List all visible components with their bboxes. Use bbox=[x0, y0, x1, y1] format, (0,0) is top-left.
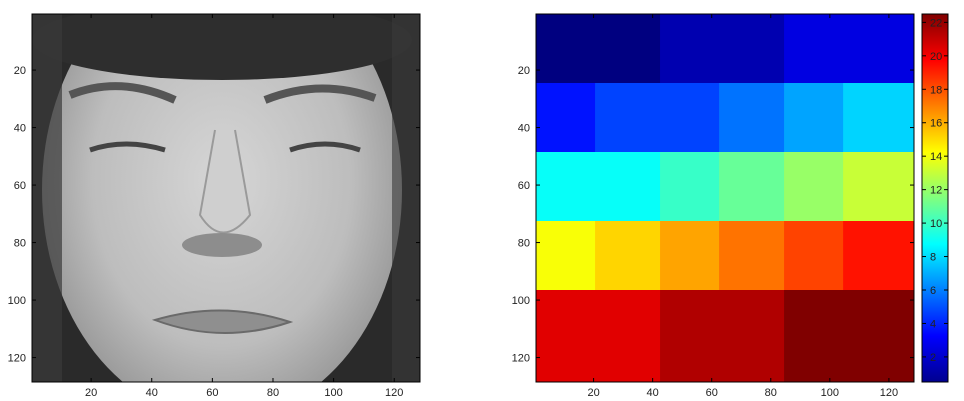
heatmap-cell bbox=[719, 152, 785, 222]
colorbar-axes: 22 20 18 16 14 12 10 8 6 4 2 bbox=[922, 17, 948, 364]
colorbar-tick-label: 10 bbox=[930, 218, 942, 230]
left-eye bbox=[89, 141, 166, 153]
face-x-tick-label: 100 bbox=[324, 387, 342, 399]
heatmap-cell bbox=[595, 221, 661, 291]
heatmap-cell bbox=[784, 152, 844, 222]
heatmap-cell bbox=[784, 83, 844, 153]
colorbar-tick-label: 16 bbox=[930, 118, 942, 130]
nostrils bbox=[182, 233, 262, 257]
colorbar-tick-label: 20 bbox=[930, 51, 942, 63]
heatmap-cell bbox=[660, 152, 720, 222]
heatmap-y-tick-label: 120 bbox=[512, 353, 530, 365]
heatmap-cell bbox=[536, 290, 596, 383]
face-y-tick-label: 40 bbox=[14, 123, 26, 135]
face-image-panel bbox=[32, 14, 420, 382]
face-x-tick-label: 60 bbox=[206, 387, 218, 399]
heatmap-x-tick-label: 80 bbox=[765, 387, 777, 399]
colorbar-tick-label: 18 bbox=[930, 84, 942, 96]
face-x-tick-label: 80 bbox=[267, 387, 279, 399]
heatmap-cell bbox=[719, 221, 785, 291]
colorbar-tick-label: 22 bbox=[930, 17, 942, 29]
heatmap-cell bbox=[719, 83, 785, 153]
heatmap-cell bbox=[595, 83, 661, 153]
face-x-tick-label: 120 bbox=[385, 387, 403, 399]
colorbar bbox=[921, 13, 949, 383]
face-y-tick-label: 120 bbox=[8, 353, 26, 365]
heatmap-cell bbox=[660, 14, 720, 84]
heatmap-y-tick-label: 40 bbox=[518, 123, 530, 135]
heatmap-axes: 20 40 60 80 100 120 20 40 60 80 100 120 bbox=[512, 14, 914, 399]
heatmap-cell bbox=[843, 290, 915, 383]
heatmap-cell bbox=[536, 14, 596, 84]
heatmap-cell bbox=[719, 290, 785, 383]
heatmap-cell bbox=[595, 14, 661, 84]
heatmap-x-tick-label: 60 bbox=[706, 387, 718, 399]
heatmap-cell bbox=[719, 14, 785, 84]
nose bbox=[198, 129, 252, 234]
colorbar-tick-label: 4 bbox=[930, 318, 936, 330]
face-axes: 20 40 60 80 100 120 20 40 60 80 100 120 bbox=[8, 14, 420, 399]
heatmap-cell bbox=[843, 83, 915, 153]
heatmap-cell bbox=[660, 290, 720, 383]
heatmap-cell bbox=[595, 152, 661, 222]
heatmap-cell bbox=[784, 14, 844, 84]
colorbar-tick-label: 12 bbox=[930, 185, 942, 197]
face-x-tick-label: 20 bbox=[85, 387, 97, 399]
heatmap-x-tick-label: 20 bbox=[587, 387, 599, 399]
heatmap-cell bbox=[784, 290, 844, 383]
heatmap-cell bbox=[536, 83, 596, 153]
heatmap-cell bbox=[595, 290, 661, 383]
heatmap-cells bbox=[536, 14, 915, 383]
hair bbox=[32, 14, 412, 80]
heatmap-y-tick-label: 80 bbox=[518, 238, 530, 250]
heatmap-x-tick-label: 100 bbox=[821, 387, 839, 399]
colorbar-tick-label: 8 bbox=[930, 252, 936, 264]
heatmap-cell bbox=[843, 152, 915, 222]
heatmap-cell bbox=[536, 221, 596, 291]
right-eye bbox=[289, 141, 361, 153]
face-y-tick-label: 60 bbox=[14, 180, 26, 192]
heatmap-axes-frame bbox=[535, 13, 915, 383]
heatmap-cell bbox=[843, 221, 915, 291]
heatmap-cell bbox=[660, 221, 720, 291]
face-x-tick-label: 40 bbox=[146, 387, 158, 399]
heatmap-y-tick-label: 20 bbox=[518, 65, 530, 77]
heatmap-y-tick-label: 100 bbox=[512, 295, 530, 307]
colorbar-tick-label: 2 bbox=[930, 352, 936, 364]
heatmap-x-tick-label: 120 bbox=[880, 387, 898, 399]
heatmap-y-tick-label: 60 bbox=[518, 180, 530, 192]
colorbar-tick-label: 6 bbox=[930, 285, 936, 297]
heatmap-cell bbox=[536, 152, 596, 222]
heatmap-cell bbox=[843, 14, 915, 84]
mouth bbox=[151, 309, 294, 334]
heatmap-cell bbox=[784, 221, 844, 291]
left-eyebrow bbox=[68, 82, 177, 104]
heatmap-cell bbox=[660, 83, 720, 153]
heatmap-x-tick-label: 40 bbox=[647, 387, 659, 399]
colorbar-tick-label: 14 bbox=[930, 151, 942, 163]
face-axes-frame bbox=[31, 13, 421, 383]
left-shadow bbox=[32, 14, 62, 382]
right-shadow bbox=[392, 14, 420, 382]
face-y-tick-label: 100 bbox=[8, 295, 26, 307]
face-y-tick-label: 80 bbox=[14, 238, 26, 250]
right-eyebrow bbox=[263, 84, 377, 104]
face-y-tick-label: 20 bbox=[14, 65, 26, 77]
